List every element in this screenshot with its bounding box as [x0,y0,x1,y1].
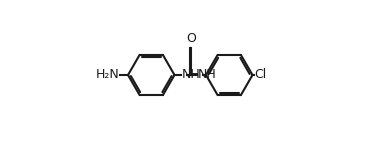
Text: Cl: Cl [255,69,267,81]
Text: H₂N: H₂N [95,69,119,81]
Text: NH: NH [182,69,200,81]
Text: O: O [186,32,197,45]
Text: NH: NH [198,69,216,81]
